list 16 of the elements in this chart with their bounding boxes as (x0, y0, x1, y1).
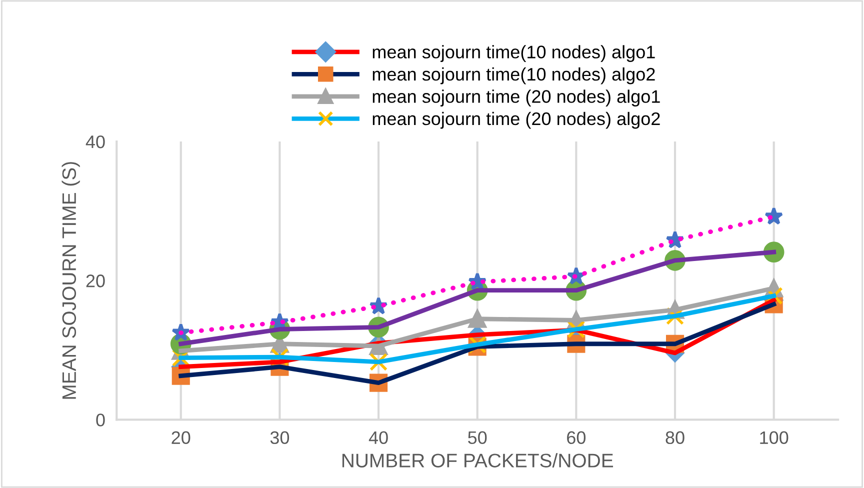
x-tick-label: 100 (760, 431, 788, 444)
x-tick-label: 40 (368, 431, 388, 444)
y-tick-label: 20 (86, 274, 105, 288)
legend-label: mean sojourn time(10 nodes) algo1 (372, 45, 655, 62)
y-tick-label: 40 (86, 135, 105, 148)
x-tick-label: 80 (666, 431, 684, 444)
x-tick-label: 50 (468, 431, 487, 444)
x-tick-label: 30 (270, 431, 290, 444)
x-tick-label: 20 (172, 431, 190, 444)
y-tick-label: 0 (96, 414, 105, 426)
x-axis-title: NUMBER OF PACKETS/NODE (342, 453, 614, 468)
legend-label: mean sojourn time (20 nodes) algo2 (372, 112, 660, 129)
y-axis-title: MEAN SOJOURN TIME (S) (62, 162, 80, 399)
legend-label: mean sojourn time (20 nodes) algo1 (372, 90, 660, 106)
x-tick-label: 60 (567, 431, 586, 444)
legend-label: mean sojourn time(10 nodes) algo2 (372, 67, 655, 84)
